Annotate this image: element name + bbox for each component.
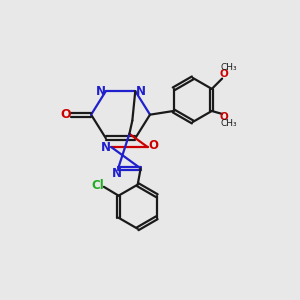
Text: N: N — [101, 140, 111, 154]
Text: Cl: Cl — [91, 179, 104, 192]
Text: N: N — [136, 85, 146, 98]
Text: CH₃: CH₃ — [220, 63, 237, 72]
Text: CH₃: CH₃ — [220, 119, 237, 128]
Text: O: O — [219, 112, 228, 122]
Text: N: N — [95, 85, 106, 98]
Text: O: O — [60, 108, 70, 121]
Text: N: N — [112, 167, 122, 180]
Text: O: O — [148, 139, 158, 152]
Text: O: O — [219, 69, 228, 79]
